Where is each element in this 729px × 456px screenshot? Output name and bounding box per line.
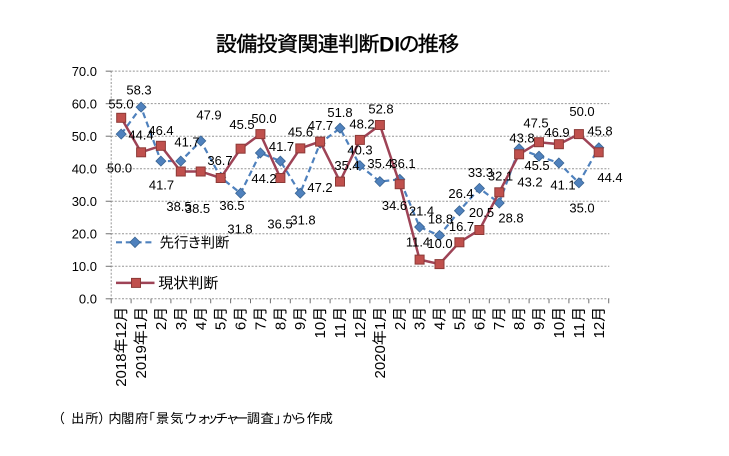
svg-text:38.5: 38.5 — [185, 201, 210, 216]
svg-text:60.0: 60.0 — [72, 96, 97, 111]
svg-text:11.4: 11.4 — [406, 235, 430, 250]
svg-text:12: 12 — [113, 322, 130, 339]
svg-text:45.8: 45.8 — [587, 124, 612, 139]
svg-text:55.0: 55.0 — [108, 97, 133, 112]
svg-text:47.9: 47.9 — [196, 108, 221, 123]
svg-text:31.8: 31.8 — [227, 222, 252, 237]
svg-text:7: 7 — [491, 322, 508, 330]
svg-text:10: 10 — [312, 322, 329, 339]
svg-text:31.8: 31.8 — [290, 213, 315, 228]
svg-text:36.1: 36.1 — [390, 156, 415, 171]
svg-text:12: 12 — [591, 322, 608, 339]
svg-text:2018: 2018 — [113, 353, 130, 386]
svg-text:11: 11 — [332, 323, 349, 339]
svg-text:8: 8 — [511, 322, 528, 330]
svg-text:44.2: 44.2 — [251, 171, 276, 186]
svg-text:41.7: 41.7 — [269, 139, 294, 154]
svg-text:11: 11 — [571, 323, 588, 339]
svg-text:46.4: 46.4 — [148, 123, 173, 138]
svg-text:43.8: 43.8 — [509, 131, 534, 146]
svg-text:9: 9 — [292, 322, 309, 330]
svg-text:48.2: 48.2 — [349, 117, 374, 132]
svg-text:35.4: 35.4 — [367, 156, 392, 171]
svg-text:47.5: 47.5 — [523, 116, 548, 131]
svg-text:5: 5 — [451, 322, 468, 330]
svg-text:8: 8 — [272, 322, 289, 330]
svg-text:36.5: 36.5 — [219, 198, 244, 213]
svg-text:40.0: 40.0 — [72, 161, 97, 176]
svg-text:3: 3 — [173, 322, 190, 330]
svg-text:43.2: 43.2 — [517, 175, 542, 190]
svg-text:41.7: 41.7 — [174, 135, 199, 150]
svg-text:41.1: 41.1 — [550, 178, 575, 193]
svg-text:26.4: 26.4 — [448, 186, 473, 201]
svg-text:21.4: 21.4 — [409, 203, 434, 218]
svg-text:28.8: 28.8 — [498, 211, 523, 226]
svg-text:50.0: 50.0 — [251, 111, 276, 126]
svg-text:20.5: 20.5 — [469, 205, 494, 220]
svg-text:12: 12 — [352, 322, 369, 339]
svg-text:52.8: 52.8 — [368, 102, 393, 117]
svg-text:10: 10 — [551, 322, 568, 339]
svg-text:41.7: 41.7 — [149, 178, 174, 193]
svg-text:0.0: 0.0 — [79, 291, 97, 306]
svg-text:36.5: 36.5 — [267, 217, 292, 232]
svg-text:1: 1 — [372, 322, 389, 330]
svg-text:44.4: 44.4 — [128, 128, 153, 143]
svg-text:10.0: 10.0 — [427, 236, 452, 251]
svg-text:10.0: 10.0 — [72, 259, 97, 274]
svg-text:2: 2 — [392, 322, 409, 330]
svg-text:4: 4 — [193, 322, 210, 330]
svg-text:18.8: 18.8 — [428, 212, 453, 227]
svg-text:40.3: 40.3 — [347, 143, 372, 158]
svg-text:9: 9 — [531, 322, 548, 330]
svg-text:50.0: 50.0 — [569, 104, 594, 119]
svg-text:32.1: 32.1 — [488, 168, 513, 183]
svg-text:47.7: 47.7 — [308, 118, 333, 133]
svg-text:16.7: 16.7 — [449, 219, 474, 234]
svg-text:45.5: 45.5 — [229, 117, 254, 132]
svg-text:3: 3 — [412, 322, 429, 330]
svg-text:35.0: 35.0 — [569, 201, 594, 216]
svg-text:58.3: 58.3 — [126, 83, 151, 98]
svg-text:2020: 2020 — [372, 345, 389, 378]
svg-text:50.0: 50.0 — [107, 161, 132, 176]
svg-text:47.2: 47.2 — [307, 180, 332, 195]
svg-text:50.0: 50.0 — [72, 129, 97, 144]
svg-text:46.9: 46.9 — [544, 125, 569, 140]
svg-text:7: 7 — [252, 322, 269, 330]
svg-text:44.4: 44.4 — [597, 170, 622, 185]
svg-text:20.0: 20.0 — [72, 226, 97, 241]
svg-text:2019: 2019 — [133, 345, 150, 378]
svg-text:5: 5 — [213, 322, 230, 330]
svg-text:1: 1 — [133, 322, 150, 330]
svg-text:34.6: 34.6 — [382, 198, 407, 213]
svg-text:36.7: 36.7 — [207, 153, 232, 168]
svg-text:35.4: 35.4 — [334, 158, 359, 173]
svg-text:45.6: 45.6 — [288, 124, 313, 139]
svg-text:70.0: 70.0 — [72, 64, 97, 79]
svg-text:2: 2 — [153, 322, 170, 330]
svg-text:33.3: 33.3 — [468, 165, 493, 180]
svg-text:45.5: 45.5 — [524, 158, 549, 173]
svg-text:51.8: 51.8 — [327, 105, 352, 120]
svg-text:30.0: 30.0 — [72, 194, 97, 209]
svg-text:6: 6 — [471, 322, 488, 330]
svg-text:4: 4 — [432, 322, 449, 330]
svg-text:38.5: 38.5 — [166, 199, 191, 214]
svg-text:6: 6 — [233, 322, 250, 330]
svg-text:DI: DI — [379, 33, 400, 56]
